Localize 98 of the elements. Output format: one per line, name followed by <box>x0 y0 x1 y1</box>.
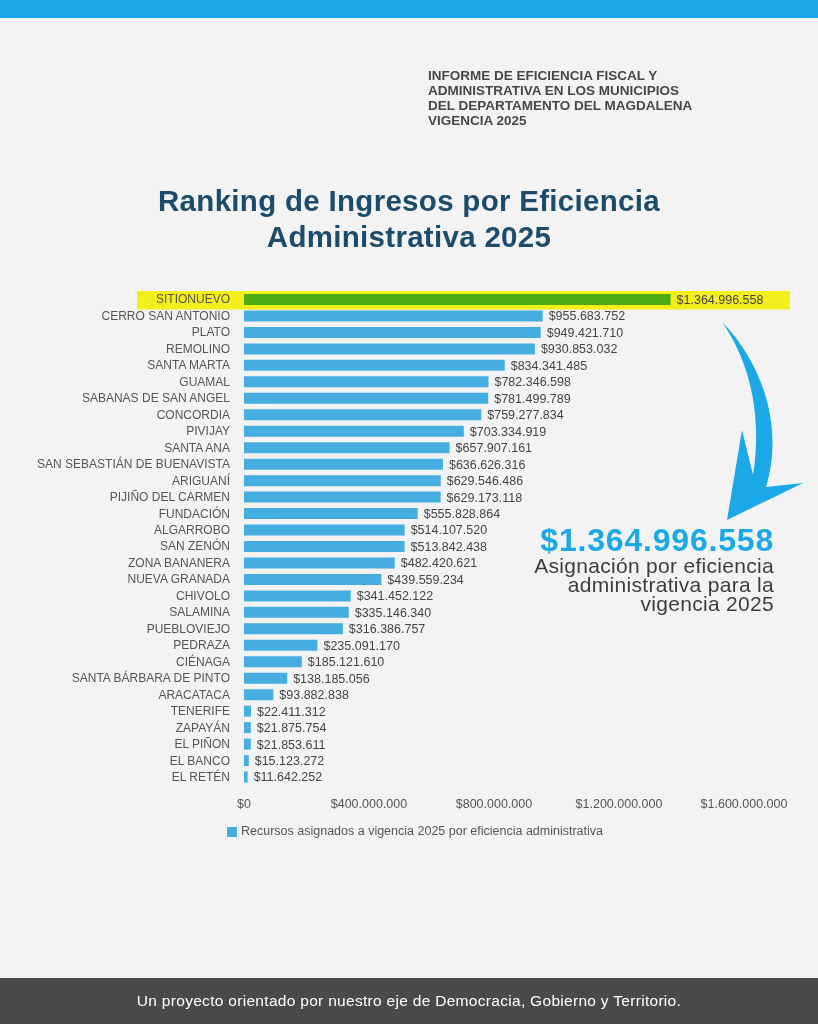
bar <box>244 771 248 783</box>
bar <box>244 524 405 536</box>
y-tick-label: SANTA MARTA <box>147 358 230 373</box>
data-label: $22.411.312 <box>257 704 326 719</box>
data-label: $657.907.161 <box>455 441 533 456</box>
bar <box>244 491 441 503</box>
y-tick-label: ARIGUANÍ <box>171 472 231 488</box>
data-label: $335.146.340 <box>354 605 432 620</box>
bar <box>244 343 535 355</box>
data-label: $555.828.864 <box>423 507 501 521</box>
bar <box>244 294 671 305</box>
y-tick-label: EL BANCO <box>169 753 230 768</box>
bar <box>244 409 482 421</box>
data-label: $629.546.486 <box>446 474 524 489</box>
data-label: $316.386.757 <box>348 622 426 637</box>
data-label: $138.185.056 <box>293 671 370 686</box>
x-tick-label: $400.000.000 <box>330 796 408 811</box>
bar <box>244 606 349 618</box>
data-label: $513.842.438 <box>410 539 488 554</box>
data-label: $636.626.316 <box>448 457 526 472</box>
y-tick-label: PLATO <box>191 325 230 340</box>
data-label: $629.173.118 <box>446 490 523 505</box>
data-label: $834.341.485 <box>510 358 588 373</box>
data-label: $514.107.520 <box>410 523 488 538</box>
bar <box>244 541 405 552</box>
bar <box>244 639 318 651</box>
bar <box>244 590 351 602</box>
y-tick-label: PIJIÑO DEL CARMEN <box>109 490 230 505</box>
y-tick-label: SAN SEBASTIÁN DE BUENAVISTA <box>37 456 230 472</box>
y-tick-label: PUEBLOVIEJO <box>146 621 230 636</box>
text: INFORME DE EFICIENCIA FISCAL Y ADMINISTRATIVA EN LOS MUNICIPIOS DEL DEPARTAMENTO DEL MAGDALENA VIGENCIA 2025 <box>428 68 692 128</box>
data-label: $930.853.032 <box>540 342 618 357</box>
y-tick-label: GUAMAL <box>179 374 231 389</box>
data-label: $949.421.710 <box>546 325 624 340</box>
bar <box>244 573 382 585</box>
y-tick-label: PIVIJAY <box>186 424 230 439</box>
bar <box>244 557 395 569</box>
bar <box>244 689 274 701</box>
data-label: $185.121.610 <box>307 655 385 670</box>
data-label: $439.559.234 <box>387 572 464 587</box>
data-label: $15.123.272 <box>254 754 325 768</box>
y-tick-label: FUNDACIÓN <box>158 505 230 521</box>
y-tick-label: CONCORDIA <box>156 407 230 422</box>
data-label: $482.420.621 <box>400 556 478 571</box>
x-tick-label: $0 <box>237 796 251 811</box>
y-tick-label: REMOLINO <box>165 341 230 356</box>
bar <box>244 623 343 635</box>
bar <box>244 425 464 437</box>
bar <box>244 475 441 487</box>
y-tick-label: CHIVOLO <box>175 588 230 603</box>
y-tick-label: CIÉNAGA <box>175 653 230 669</box>
y-tick-label: ARACATACA <box>158 687 230 702</box>
data-label: $759.277.834 <box>487 408 564 423</box>
y-tick-label: SAN ZENÓN <box>159 538 230 554</box>
y-tick-label: SANTA BÁRBARA DE PINTO <box>71 670 230 686</box>
y-tick-label: SITIONUEVO <box>155 292 230 307</box>
x-tick-label: $800.000.000 <box>455 796 533 811</box>
bar <box>244 392 489 404</box>
legend-label: Recursos asignados a vigencia 2025 por eficiencia administrativa <box>240 824 603 838</box>
bar <box>244 738 251 750</box>
data-label: $1.364.996.558 <box>676 292 764 307</box>
bar <box>244 359 505 371</box>
y-tick-label: SANTA ANA <box>164 440 230 455</box>
x-tick-label: $1.200.000.000 <box>575 796 663 811</box>
y-tick-label: SABANAS DE SAN ANGEL <box>81 391 231 406</box>
data-label: $703.334.919 <box>469 424 547 439</box>
bar <box>244 672 288 684</box>
bar <box>244 722 251 734</box>
y-tick-label: PEDRAZA <box>173 638 230 653</box>
data-label: $235.091.170 <box>323 638 400 653</box>
bar <box>244 326 541 338</box>
data-label: $781.499.789 <box>494 391 571 406</box>
y-tick-label: ZAPAYÁN <box>175 719 230 735</box>
y-tick-label: CERRO SAN ANTONIO <box>101 308 230 323</box>
data-label: $21.875.754 <box>256 721 327 736</box>
data-label: $782.346.598 <box>494 375 571 390</box>
y-tick-label: SALAMINA <box>169 605 230 620</box>
y-tick-label: ZONA BANANERA <box>127 555 230 570</box>
bar <box>244 656 302 668</box>
y-tick-label: NUEVA GRANADA <box>127 572 230 587</box>
bar <box>244 705 251 717</box>
y-tick-label: ALGARROBO <box>153 522 230 537</box>
bar <box>244 442 450 454</box>
data-label: $93.882.838 <box>279 688 349 703</box>
bar <box>244 458 443 470</box>
chart-title: Ranking de Ingresos por Eficiencia Administrativa 2025 <box>158 184 660 253</box>
bar <box>244 508 418 520</box>
bar <box>244 376 489 388</box>
x-tick-label: $1.600.000.000 <box>700 796 788 811</box>
data-label: $341.452.122 <box>356 589 434 604</box>
data-label: $21.853.611 <box>256 737 326 752</box>
y-tick-label: EL PIÑON <box>174 737 230 752</box>
y-tick-label: TENERIFE <box>170 704 230 719</box>
bar <box>244 755 249 767</box>
text: Un proyecto orientado por nuestro eje de Democracia, Gobierno y Territorio. <box>136 992 682 1009</box>
data-label: $11.642.252 <box>253 770 323 785</box>
y-tick-label: EL RETÉN <box>171 768 230 784</box>
data-label: $955.683.752 <box>548 309 626 324</box>
